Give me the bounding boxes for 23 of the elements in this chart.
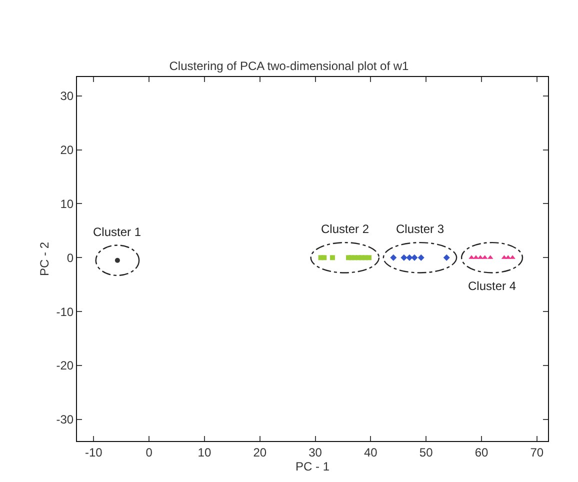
y-tick-label: 30 (60, 89, 74, 104)
x-tick-label: 20 (253, 445, 267, 460)
x-tick-label: 40 (364, 445, 378, 460)
y-tick-label: -30 (56, 412, 74, 427)
x-axis-title: PC - 1 (295, 459, 330, 474)
x-tick-label: 0 (146, 445, 153, 460)
y-tick-label: 10 (60, 196, 74, 211)
x-tick-label: 50 (419, 445, 434, 460)
y-tick-label: -20 (56, 358, 74, 373)
chart-title: Clustering of PCA two-dimensional plot of w1 (169, 58, 410, 73)
x-tick-label: -10 (84, 445, 103, 460)
text: Cluster 1 (93, 225, 142, 239)
x-tick-label: 30 (308, 445, 322, 460)
series-label: Cluster 3 (396, 222, 444, 236)
series-label: Cluster 2 (321, 222, 370, 236)
y-tick-label: 20 (60, 143, 74, 157)
y-tick-label: -10 (56, 304, 74, 319)
series-label: Cluster 4 (468, 279, 516, 293)
y-tick-label: 0 (66, 250, 74, 265)
x-tick-label: 10 (198, 445, 212, 460)
y-axis-title: PC - 2 (38, 242, 52, 276)
x-tick-label: 70 (530, 445, 544, 460)
x-tick-label: 60 (474, 445, 489, 460)
